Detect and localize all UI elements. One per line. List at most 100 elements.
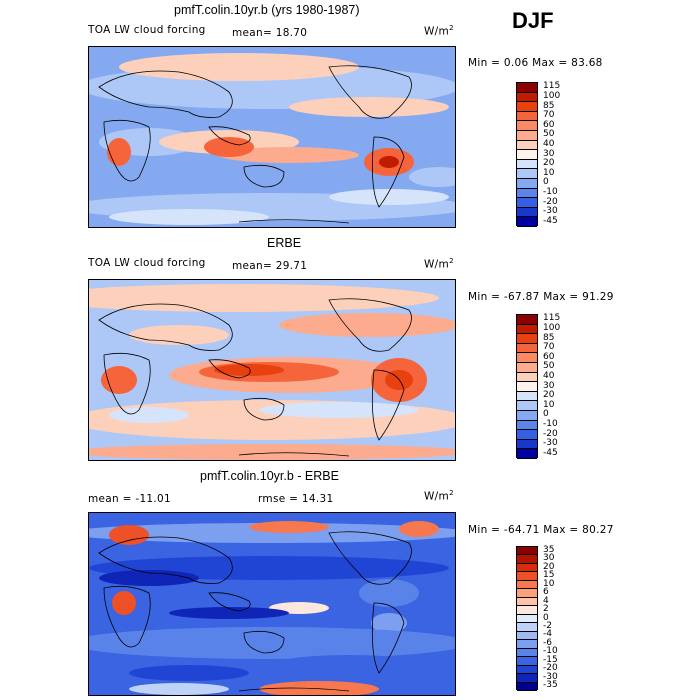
colorbar-swatch (517, 547, 537, 556)
colorbar-tick-label: 100 (543, 90, 561, 101)
colorbar-swatch (517, 401, 537, 411)
colorbar-tick-label: 0 (543, 612, 549, 623)
colorbar-swatch (517, 674, 537, 683)
panel2-mean: mean= 29.71 (232, 260, 308, 272)
season-label: DJF (512, 8, 554, 33)
colorbar-swatch (517, 315, 537, 325)
panel1-map-svg (89, 47, 455, 227)
colorbar-tick-label: 30 (543, 380, 555, 391)
panel3-coastlines (98, 531, 412, 692)
colorbar-swatch (517, 207, 537, 218)
colorbar-swatch (517, 140, 537, 151)
panel2-subtitle: TOA LW cloud forcing (88, 257, 206, 269)
colorbar-tick-label: 6 (543, 587, 549, 598)
panel3-colorbar-segments (517, 547, 537, 691)
colorbar-swatch (517, 623, 537, 632)
colorbar-tick-label: 10 (543, 399, 555, 410)
colorbar-swatch (517, 665, 537, 675)
panel1-map (88, 46, 456, 228)
colorbar-swatch (517, 597, 537, 607)
colorbar-swatch (517, 353, 537, 363)
colorbar-swatch (517, 631, 537, 641)
colorbar-swatch (517, 606, 537, 615)
colorbar-tick-label: -45 (543, 447, 558, 458)
colorbar-tick-label: -20 (543, 428, 558, 439)
panel1-units: W/m2 (424, 24, 454, 38)
colorbar-tick-label: 30 (543, 148, 555, 159)
panel2-map-svg (89, 280, 455, 460)
colorbar-swatch (517, 391, 537, 402)
colorbar-swatch (517, 150, 537, 160)
colorbar-tick-label: 115 (543, 81, 561, 92)
panel2-minmax: Min = -67.87 Max = 91.29 (468, 291, 614, 303)
colorbar-tick-label: -4 (543, 629, 552, 640)
colorbar-swatch (517, 362, 537, 373)
panel3-map-svg (89, 513, 455, 695)
colorbar-swatch (517, 130, 537, 141)
colorbar-tick-label: 85 (543, 332, 555, 343)
colorbar-tick-label: -30 (543, 438, 558, 449)
colorbar-tick-label: -2 (543, 620, 552, 631)
panel1-coastlines (98, 65, 412, 224)
colorbar-tick-label: -10 (543, 646, 558, 657)
colorbar-tick-label: -10 (543, 186, 558, 197)
colorbar-tick-label: -30 (543, 206, 558, 217)
colorbar-swatch (517, 92, 537, 103)
colorbar-swatch (517, 102, 537, 112)
panel2-map (88, 279, 456, 461)
colorbar-swatch (517, 580, 537, 590)
colorbar-tick-label: -20 (543, 196, 558, 207)
colorbar-swatch (517, 682, 537, 691)
colorbar-swatch (517, 178, 537, 189)
colorbar-tick-label: -45 (543, 215, 558, 226)
colorbar-swatch (517, 572, 537, 581)
colorbar-tick-label: 50 (543, 361, 555, 372)
colorbar-swatch (517, 217, 537, 227)
colorbar-tick-label: 70 (543, 110, 555, 121)
colorbar-swatch (517, 159, 537, 170)
panel1-mean: mean= 18.70 (232, 27, 308, 39)
colorbar-swatch (517, 198, 537, 208)
colorbar-tick-label: -15 (543, 654, 558, 665)
colorbar-tick-label: 10 (543, 578, 555, 589)
panel3-colorbar (516, 546, 538, 691)
panel2-coastlines (98, 298, 412, 457)
colorbar-swatch (517, 657, 537, 666)
colorbar-tick-label: 0 (543, 409, 549, 420)
colorbar-swatch (517, 420, 537, 431)
panel3-mean: mean = -11.01 (88, 493, 171, 505)
panel3-map (88, 512, 456, 696)
colorbar-swatch (517, 614, 537, 624)
colorbar-swatch (517, 372, 537, 383)
colorbar-swatch (517, 449, 537, 459)
panel1-colorbar-segments (517, 83, 537, 227)
colorbar-tick-label: 2 (543, 604, 549, 615)
panel2-colorbar (516, 314, 538, 459)
colorbar-swatch (517, 111, 537, 122)
colorbar-swatch (517, 169, 537, 179)
colorbar-tick-label: 100 (543, 322, 561, 333)
colorbar-tick-label: 40 (543, 138, 555, 149)
colorbar-tick-label: 60 (543, 351, 555, 362)
colorbar-tick-label: 40 (543, 370, 555, 381)
colorbar-swatch (517, 343, 537, 354)
colorbar-tick-label: 35 (543, 544, 555, 555)
panel2-colorbar-segments (517, 315, 537, 459)
colorbar-tick-label: 30 (543, 553, 555, 564)
panel3-title: pmfT.colin.10yr.b - ERBE (200, 469, 339, 483)
panel1-title: pmfT.colin.10yr.b (yrs 1980-1987) (174, 3, 360, 17)
colorbar-swatch (517, 640, 537, 649)
colorbar-swatch (517, 410, 537, 421)
colorbar-tick-label: 20 (543, 561, 555, 572)
colorbar-tick-label: 85 (543, 100, 555, 111)
panel1-subtitle: TOA LW cloud forcing (88, 24, 206, 36)
colorbar-tick-label: 15 (543, 570, 555, 581)
colorbar-swatch (517, 121, 537, 131)
panel1-colorbar (516, 82, 538, 227)
colorbar-swatch (517, 430, 537, 440)
colorbar-swatch (517, 563, 537, 573)
colorbar-tick-label: -6 (543, 637, 552, 648)
colorbar-swatch (517, 334, 537, 344)
colorbar-tick-label: 20 (543, 158, 555, 169)
colorbar-tick-label: -30 (543, 671, 558, 682)
